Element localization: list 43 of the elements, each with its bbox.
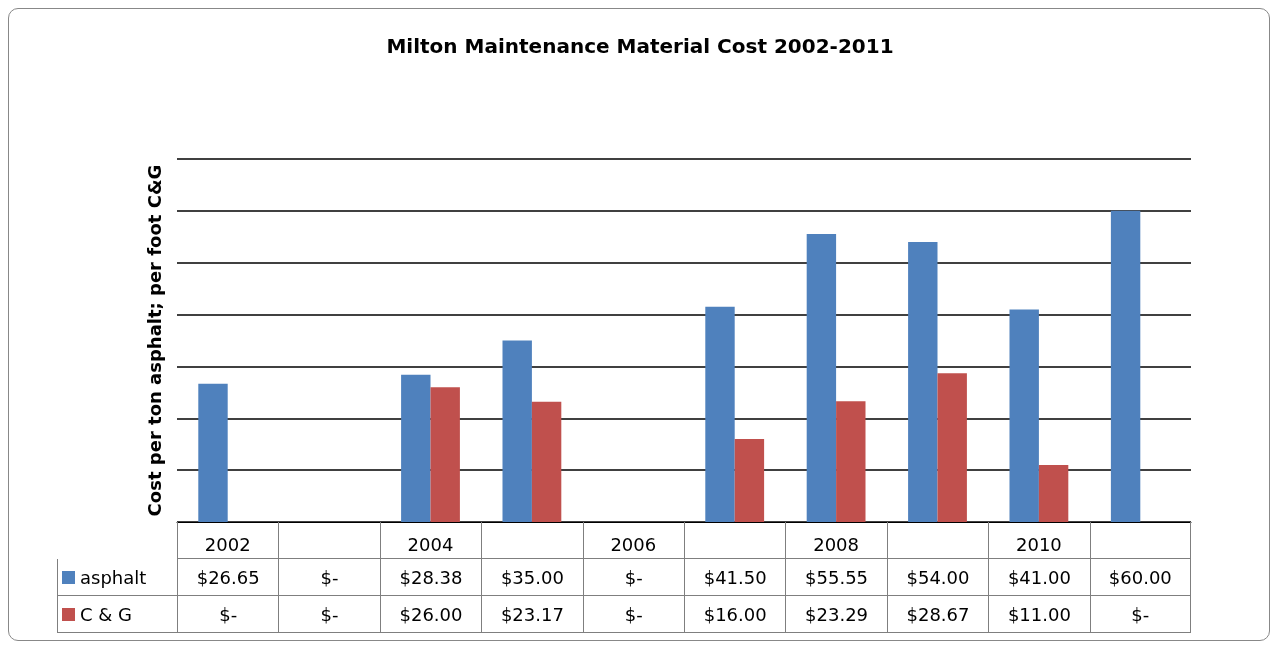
x-tick-label: 2006 — [610, 533, 657, 555]
legend-label: C & G — [80, 603, 132, 625]
data-label: $35.00 — [481, 559, 583, 596]
data-label: $54.00 — [886, 559, 989, 596]
bar — [1038, 464, 1069, 522]
data-label: $60.00 — [1089, 559, 1191, 596]
y-axis-title: Cost per ton asphalt; per foot C&G — [143, 164, 165, 517]
data-label: $23.17 — [481, 596, 583, 633]
bar — [734, 439, 765, 522]
bar — [937, 373, 967, 522]
data-label: $55.55 — [785, 559, 887, 596]
bar — [1009, 309, 1039, 522]
x-tick-label: 2002 — [204, 533, 251, 555]
bar — [430, 387, 460, 522]
legend-label: asphalt — [80, 566, 147, 588]
data-label: $11.00 — [988, 596, 1090, 633]
x-tick-label: 2010 — [1015, 533, 1062, 555]
data-label: $41.00 — [988, 559, 1090, 596]
bar — [705, 306, 735, 522]
bar — [198, 383, 228, 522]
data-label: $23.29 — [785, 596, 887, 633]
data-label: $26.00 — [379, 596, 482, 633]
bar — [1110, 210, 1141, 522]
bar — [806, 233, 837, 522]
data-label: $- — [582, 596, 684, 633]
data-label: $16.00 — [684, 596, 786, 633]
chart-title: Milton Maintenance Material Cost 2002-2011 — [386, 34, 894, 58]
x-tick-label: 2008 — [813, 533, 860, 555]
data-label: $- — [278, 596, 380, 633]
data-label: $- — [177, 596, 279, 633]
data-label: $- — [1089, 596, 1191, 633]
data-label: $28.67 — [886, 596, 989, 633]
bar — [908, 241, 938, 522]
data-label: $41.50 — [684, 559, 786, 596]
x-tick-label: 2004 — [407, 533, 454, 555]
bar — [836, 401, 866, 522]
data-label: $28.38 — [379, 559, 482, 596]
data-label: $- — [582, 559, 684, 596]
data-label: $- — [278, 559, 380, 596]
bar — [531, 401, 562, 522]
bar — [401, 374, 431, 522]
data-label: $26.65 — [177, 559, 279, 596]
bar — [502, 340, 532, 522]
